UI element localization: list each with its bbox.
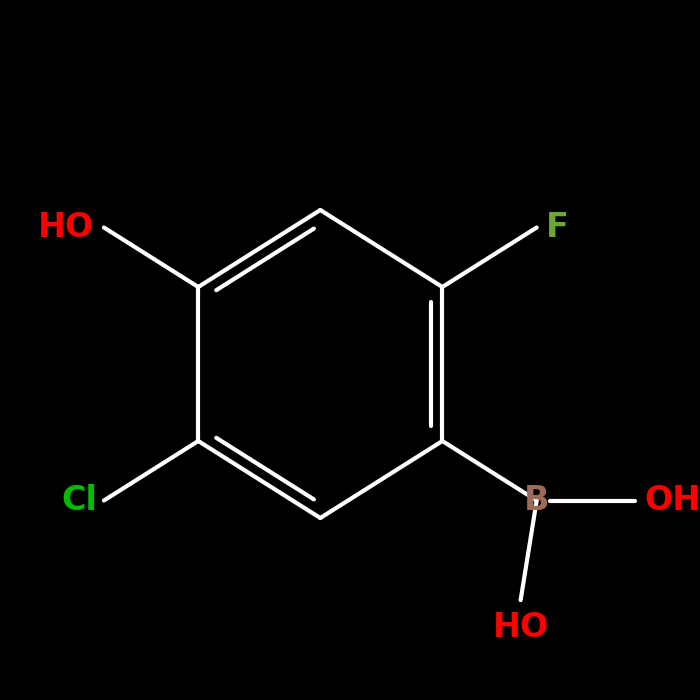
Text: HO: HO — [38, 211, 94, 244]
Text: OH: OH — [644, 484, 700, 517]
Text: Cl: Cl — [62, 484, 97, 517]
Text: B: B — [524, 484, 550, 517]
Text: HO: HO — [493, 610, 549, 643]
Text: F: F — [546, 211, 569, 244]
